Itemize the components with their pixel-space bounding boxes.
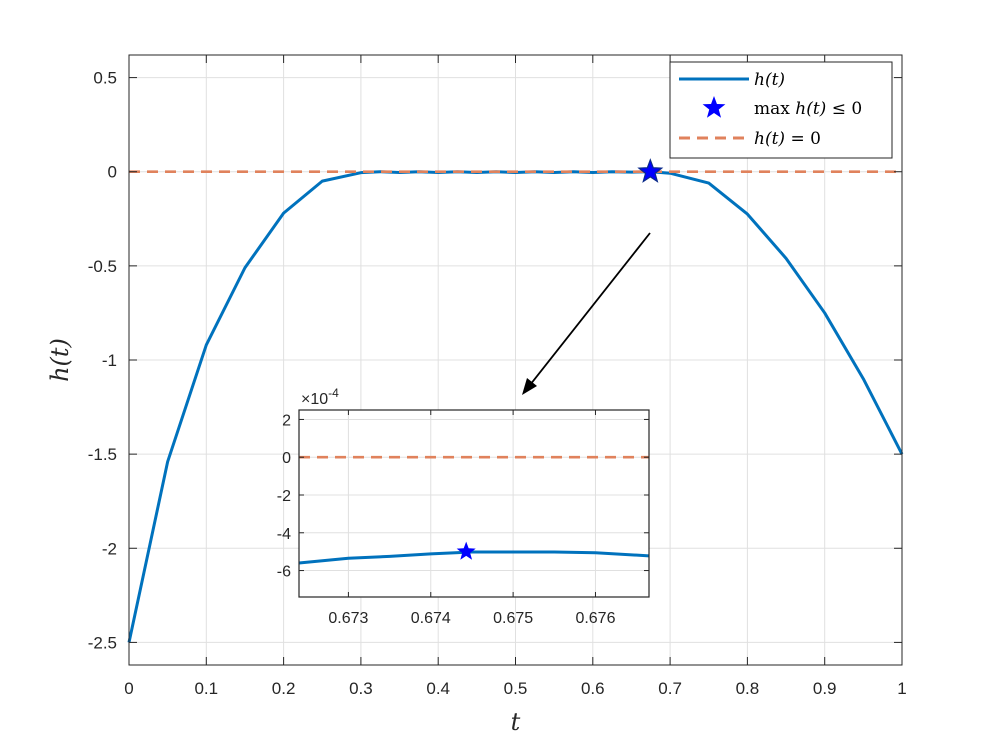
inset-exponent-label: ×10-4 bbox=[301, 386, 339, 408]
zoom-arrow-shaft bbox=[529, 232, 651, 386]
inset-series bbox=[298, 455, 650, 565]
x-tick-label: 0.9 bbox=[813, 679, 837, 698]
zoom-arrow-head bbox=[522, 378, 537, 395]
y-tick-label: 0 bbox=[108, 163, 117, 182]
inset-ticks bbox=[299, 410, 649, 597]
main-tick-labels: 0 0.1 0.2 0.3 0.4 0.5 0.6 0.7 0.8 0.9 1 0.5 0 -0.5 -1 -… bbox=[88, 69, 907, 698]
y-tick-label: -2 bbox=[102, 539, 117, 558]
zoom-arrow bbox=[522, 232, 651, 395]
y-tick-label: -2.5 bbox=[88, 633, 117, 652]
y-tick-label: 2 bbox=[282, 412, 291, 429]
main-ticks bbox=[128, 55, 903, 665]
legend-entry-2: max h(t) ≤ 0 bbox=[754, 99, 862, 119]
max-star-marker bbox=[637, 158, 664, 183]
x-tick-label: 0.3 bbox=[349, 679, 373, 698]
x-tick-label: 1 bbox=[897, 679, 906, 698]
x-tick-label: 0.2 bbox=[272, 679, 296, 698]
inset-tick-labels: 0.673 0.674 0.675 0.676 2 0 -2 -4 -6 bbox=[277, 412, 616, 627]
inset-exponent-base: ×10 bbox=[301, 391, 328, 408]
legend-entry-3: h(t) = 0 bbox=[754, 129, 821, 149]
x-tick-label: 0.1 bbox=[194, 679, 218, 698]
h-curve-series bbox=[298, 550, 650, 565]
legend-entry-2-post: ≤ 0 bbox=[826, 99, 862, 119]
x-tick-label: 0.674 bbox=[411, 610, 451, 627]
x-tick-label: 0 bbox=[124, 679, 133, 698]
x-tick-label: 0.7 bbox=[658, 679, 682, 698]
x-tick-label: 0.4 bbox=[426, 679, 450, 698]
x-tick-label: 0.673 bbox=[328, 610, 368, 627]
x-tick-label: 0.675 bbox=[493, 610, 533, 627]
inset-axes-frame bbox=[298, 409, 650, 598]
y-tick-label: -6 bbox=[277, 564, 291, 581]
legend-entry-2-pre: max bbox=[754, 99, 795, 119]
y-tick-label: -1 bbox=[102, 351, 117, 370]
inset-background bbox=[299, 410, 649, 597]
legend: h(t) max h(t) ≤ 0 h(t) = 0 bbox=[669, 61, 893, 159]
x-tick-label: 0.8 bbox=[736, 679, 760, 698]
legend-entry-1: h(t) bbox=[754, 70, 785, 90]
inset-exponent-power: -4 bbox=[328, 386, 339, 400]
legend-entry-3-math: h(t) bbox=[754, 129, 785, 149]
x-tick-label: 0.676 bbox=[575, 610, 615, 627]
y-tick-label: 0 bbox=[282, 450, 291, 467]
legend-entry-2-math: h(t) bbox=[795, 99, 826, 119]
x-axis-label: t bbox=[511, 708, 521, 736]
y-tick-label: -2 bbox=[277, 488, 291, 505]
main-series bbox=[127, 158, 904, 643]
y-tick-label: 0.5 bbox=[93, 69, 117, 88]
legend-entry-1-math: h(t) bbox=[754, 70, 785, 90]
legend-star-sample bbox=[702, 96, 726, 118]
x-tick-label: 0.5 bbox=[504, 679, 528, 698]
y-tick-label: -1.5 bbox=[88, 445, 117, 464]
y-tick-label: -0.5 bbox=[88, 257, 117, 276]
y-axis-label: h(t) bbox=[46, 338, 74, 382]
y-tick-label: -4 bbox=[277, 526, 291, 543]
max-star-marker bbox=[456, 541, 476, 560]
x-tick-label: 0.6 bbox=[581, 679, 605, 698]
legend-entry-3-post: = 0 bbox=[785, 129, 821, 149]
